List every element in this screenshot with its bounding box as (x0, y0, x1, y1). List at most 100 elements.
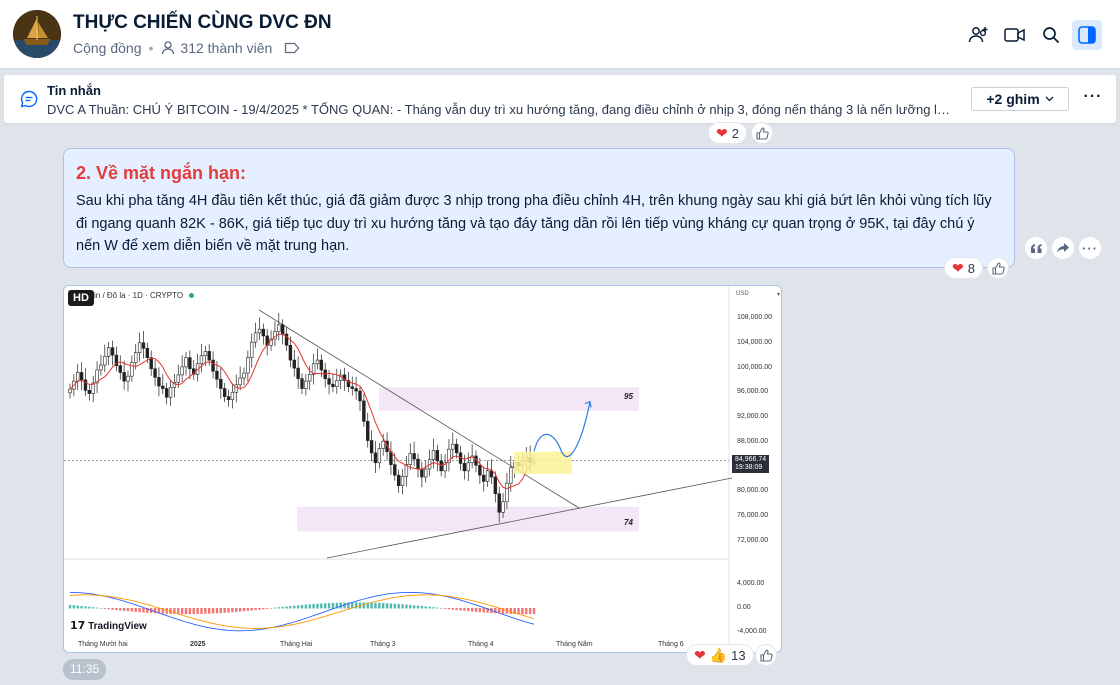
candle (203, 351, 208, 357)
macd-histogram-bar (80, 605, 83, 609)
macd-histogram-bar (385, 603, 389, 609)
macd-histogram-bar (354, 602, 358, 609)
like-button[interactable] (751, 122, 773, 144)
moving-average-line (69, 333, 535, 490)
pin-menu-button[interactable]: ··· (1083, 88, 1103, 105)
like-button[interactable] (755, 644, 777, 666)
candle (501, 501, 505, 513)
tag-icon[interactable] (284, 42, 300, 54)
candle (137, 342, 142, 353)
macd-histogram-bar (192, 608, 195, 615)
share-icon[interactable] (1052, 237, 1074, 259)
message-heading: 2. Về mặt ngắn hạn: (76, 163, 247, 183)
price-tick-label: 76,000.00 (737, 512, 769, 519)
projection-path (533, 401, 591, 458)
candle (257, 328, 262, 334)
separator-dot: • (148, 40, 154, 56)
zone-label-74: 74 (624, 518, 633, 527)
thumbs-up-icon (755, 126, 769, 140)
like-button[interactable] (987, 257, 1009, 279)
macd-histogram-bar (289, 606, 292, 609)
candle (354, 388, 358, 392)
chart-image[interactable]: HD in / Đô la · 1D · CRYPTO USD ▾ 108,00… (63, 285, 782, 653)
macd-histogram-bar (347, 602, 350, 609)
candle (134, 352, 138, 363)
candle (300, 378, 304, 389)
candle (238, 377, 242, 386)
chart-caption-text: in / Đô la · 1D · CRYPTO (94, 291, 184, 300)
support-trendline (326, 477, 733, 559)
search-icon[interactable] (1036, 20, 1066, 50)
message-timestamp: 11:35 (63, 659, 107, 680)
macd-histogram-bar (362, 602, 366, 609)
macd-histogram-bar (111, 608, 114, 610)
macd-histogram-bar (320, 603, 323, 609)
zone-label-95: 95 (624, 392, 633, 401)
candle (292, 359, 296, 369)
candle (431, 450, 436, 460)
macd-histogram-bar (463, 608, 466, 611)
macd-histogram-bar (517, 608, 520, 615)
candle (308, 374, 312, 382)
macd-line (70, 591, 535, 632)
macd-histogram-bar (103, 608, 106, 609)
macd-histogram-bar (126, 608, 130, 612)
macd-tick-label: 0.00 (737, 604, 751, 611)
macd-histogram-bar (208, 608, 211, 614)
macd-histogram-bar (215, 608, 219, 614)
chat-bubble-icon (20, 90, 38, 113)
macd-histogram-bar (231, 608, 234, 613)
highlight-box (514, 451, 572, 474)
member-count[interactable]: 312 thành viên (180, 40, 273, 56)
macd-histogram-bar (238, 608, 242, 612)
sidebar-toggle-icon[interactable] (1072, 20, 1102, 50)
zone-74 (297, 506, 639, 532)
macd-histogram-bar (169, 608, 172, 614)
macd-histogram-bar (68, 604, 72, 609)
group-avatar[interactable] (13, 10, 61, 58)
candle (296, 367, 300, 379)
add-member-icon[interactable] (964, 20, 994, 50)
more-pins-button[interactable]: +2 ghim (971, 87, 1069, 111)
message-bubble[interactable]: 2. Về mặt ngắn hạn: Sau khi pha tăng 4H … (63, 148, 1015, 268)
macd-histogram-bar (343, 602, 346, 609)
candle (277, 324, 281, 332)
macd-histogram-bar (316, 603, 319, 609)
pinned-title: Tin nhắn (47, 83, 101, 98)
price-tick-label: 108,000.00 (737, 314, 773, 321)
more-icon[interactable]: ··· (1079, 237, 1101, 259)
candle (323, 369, 327, 379)
pinned-preview[interactable]: DVC A Thuần: CHÚ Ý BITCOIN - 19/4/2025 *… (47, 102, 957, 117)
macd-histogram-bar (180, 608, 184, 615)
candle (219, 378, 223, 389)
candle (230, 391, 235, 400)
candle (373, 452, 378, 464)
reaction-summary-prev[interactable]: ❤ 2 (708, 122, 747, 144)
price-tick-label: 88,000.00 (737, 437, 769, 445)
macd-histogram-bar (227, 608, 230, 613)
candle (424, 468, 428, 478)
candle (497, 493, 501, 513)
candle (215, 370, 219, 380)
candle (122, 372, 126, 382)
group-title[interactable]: THỰC CHIẾN CÙNG DVC ĐN (73, 12, 332, 33)
reaction-summary[interactable]: ❤ 8 (944, 257, 983, 279)
candle (176, 374, 180, 383)
price-tick-label: 92,000.00 (737, 413, 769, 420)
time-tick-label: Tháng Mười hai (78, 641, 128, 648)
chevron-down-icon (1045, 96, 1054, 102)
candle (319, 359, 324, 371)
candle (250, 341, 254, 358)
macd-histogram-bar (474, 608, 478, 612)
candle (207, 351, 211, 361)
pinned-message-bar[interactable]: Tin nhắn DVC A Thuần: CHÚ Ý BITCOIN - 19… (4, 75, 1116, 123)
candle (234, 384, 238, 393)
video-call-icon[interactable] (1000, 20, 1030, 50)
macd-histogram-bar (107, 608, 110, 610)
current-time: 19:38:09 (735, 464, 763, 471)
macd-histogram-bar (397, 603, 400, 609)
quote-icon[interactable] (1025, 237, 1047, 259)
reaction-summary-image[interactable]: ❤ 👍 13 (686, 644, 754, 666)
macd-histogram-bar (416, 605, 420, 609)
signal-line (69, 594, 535, 629)
